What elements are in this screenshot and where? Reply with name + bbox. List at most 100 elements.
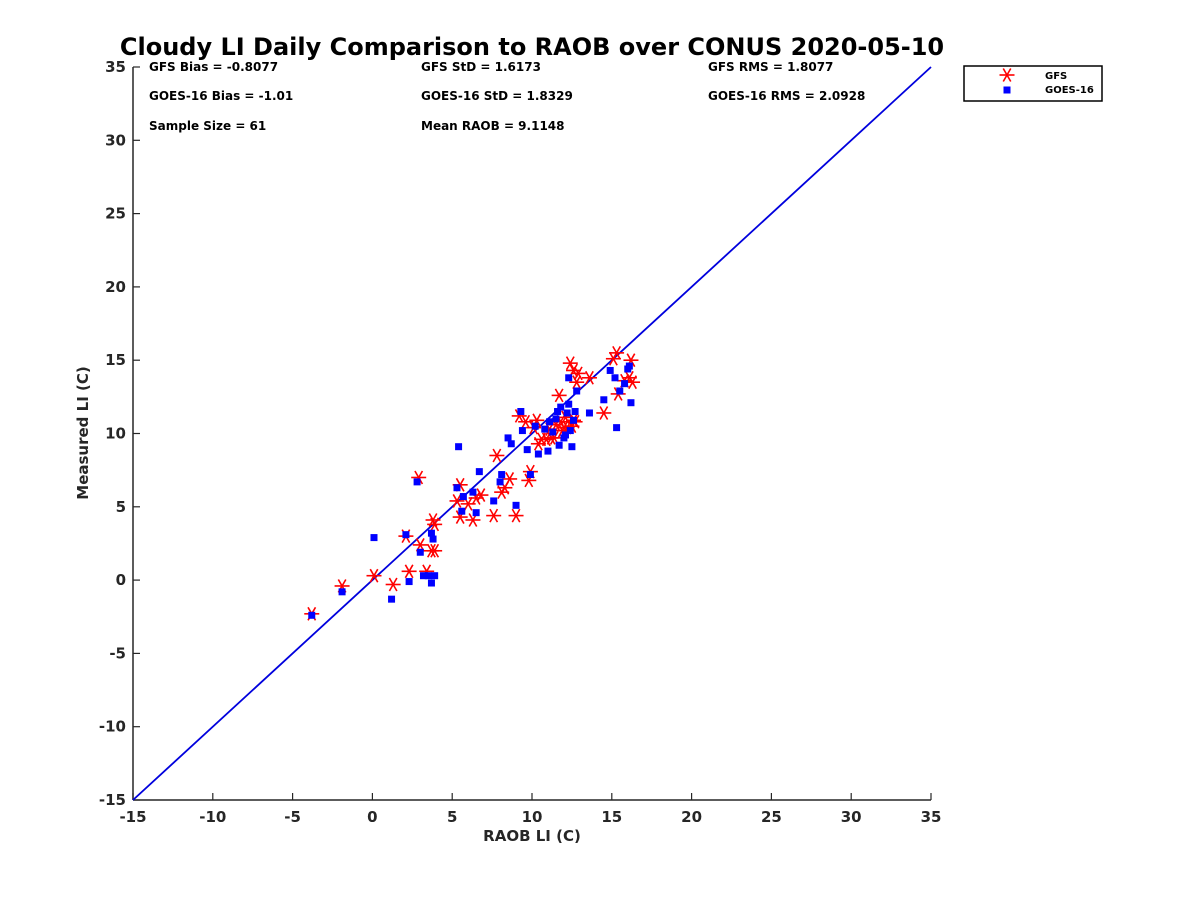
goes-bias-text: GOES-16 Bias = -1.01 xyxy=(149,89,293,103)
goes-16-point xyxy=(621,380,629,388)
goes-16-point xyxy=(569,416,577,424)
goes-16-point xyxy=(573,387,581,395)
y-tick-label: 10 xyxy=(105,425,126,443)
goes-16-point xyxy=(611,374,619,382)
gfs-point xyxy=(489,448,505,463)
mean-raob-text: Mean RAOB = 9.1148 xyxy=(421,119,565,133)
goes-16-point xyxy=(427,529,435,537)
goes-16-point xyxy=(616,387,624,395)
goes-16-point xyxy=(338,588,346,596)
legend-gfs-asterisk xyxy=(999,68,1015,82)
gfs-point xyxy=(427,517,443,532)
gfs-point xyxy=(486,508,502,523)
y-tick-label: 30 xyxy=(105,131,126,149)
x-tick-label: 10 xyxy=(522,808,543,826)
goes-16-point xyxy=(431,572,439,580)
legend-gfs-label: GFS xyxy=(1045,71,1067,82)
goes-16-point xyxy=(475,468,483,476)
x-tick-label: -10 xyxy=(199,808,226,826)
goes-16-series xyxy=(308,362,635,619)
y-tick-label: 5 xyxy=(116,498,126,516)
goes-16-point xyxy=(566,427,574,435)
goes-16-point xyxy=(308,611,316,619)
gfs-point xyxy=(366,568,382,583)
x-tick-label: 35 xyxy=(921,808,942,826)
goes-16-point xyxy=(563,409,571,417)
goes-16-point xyxy=(469,488,477,496)
gfs-point xyxy=(596,406,612,420)
legend: GFS GOES-16 xyxy=(963,65,1103,102)
reference-line-group xyxy=(132,66,932,801)
goes-16-point xyxy=(546,418,554,426)
gfs-point xyxy=(609,345,625,360)
goes-16-point xyxy=(424,572,432,580)
goes-16-point xyxy=(427,579,435,587)
goes-16-point xyxy=(370,534,378,542)
one-to-one-line xyxy=(132,66,932,801)
gfs-point xyxy=(581,370,597,385)
x-tick-label: 25 xyxy=(761,808,782,826)
goes-16-point xyxy=(498,471,506,479)
goes-16-point xyxy=(625,362,633,370)
x-tick-label: 0 xyxy=(367,808,377,826)
y-tick-label: 15 xyxy=(105,351,126,369)
goes-16-point xyxy=(568,443,576,451)
x-tick-label: 20 xyxy=(681,808,702,826)
gfs-point xyxy=(508,508,524,523)
goes-16-point xyxy=(585,409,593,417)
goes-16-point xyxy=(419,572,427,580)
gfs-point xyxy=(570,366,586,381)
y-tick-label: 25 xyxy=(105,205,126,223)
goes-16-point xyxy=(531,422,539,430)
goes-16-point xyxy=(541,425,549,433)
goes-16-point xyxy=(565,374,573,382)
goes-16-point xyxy=(562,431,570,439)
x-tick-label: -5 xyxy=(284,808,301,826)
goes-16-point xyxy=(507,440,515,448)
x-tick-label: 15 xyxy=(601,808,622,826)
goes-16-point xyxy=(458,507,466,515)
y-tick-label: 0 xyxy=(116,571,126,589)
legend-goes-16-marker xyxy=(1003,86,1011,94)
legend-goes-16-label: GOES-16 xyxy=(1045,85,1094,96)
y-tick-label: 20 xyxy=(105,278,126,296)
gfs-point xyxy=(449,494,465,508)
legend-gfs-marker xyxy=(999,68,1015,82)
goes-16-point xyxy=(504,434,512,442)
goes-16-point xyxy=(455,443,463,451)
y-tick-label: -10 xyxy=(99,718,126,736)
goes-16-point xyxy=(627,399,635,407)
chart-title: Cloudy LI Daily Comparison to RAOB over … xyxy=(120,33,944,61)
x-tick-label: -15 xyxy=(119,808,146,826)
gfs-point xyxy=(502,472,518,486)
gfs-point xyxy=(562,356,578,371)
goes-16-point xyxy=(496,478,504,486)
goes-16-point xyxy=(554,408,562,416)
goes-16-point xyxy=(526,471,534,479)
goes-16-point xyxy=(472,509,480,517)
goes-16-point xyxy=(453,484,461,492)
gfs-point xyxy=(427,543,443,558)
goes-16-point xyxy=(405,578,413,586)
legend-goes-16-square xyxy=(1003,86,1011,94)
y-axis-label: Measured LI (C) xyxy=(74,366,92,499)
gfs-point xyxy=(551,388,567,403)
legend-box xyxy=(963,65,1103,102)
goes-16-point xyxy=(413,478,421,486)
gfs-point xyxy=(569,375,585,390)
y-tick-label: -5 xyxy=(109,644,126,662)
goes-16-point xyxy=(552,415,560,423)
goes-16-point xyxy=(613,424,621,432)
goes-16-point xyxy=(544,447,552,455)
y-tick-label: -15 xyxy=(99,791,126,809)
goes-16-point xyxy=(557,403,565,411)
goes-16-point xyxy=(459,493,467,501)
goes-16-point xyxy=(416,548,424,556)
y-tick-label: 35 xyxy=(105,58,126,76)
goes-rms-text: GOES-16 RMS = 2.0928 xyxy=(708,89,865,103)
x-axis-label: RAOB LI (C) xyxy=(483,827,581,845)
goes-16-point xyxy=(512,501,520,509)
goes-16-point xyxy=(517,408,525,416)
gfs-series xyxy=(304,345,641,621)
